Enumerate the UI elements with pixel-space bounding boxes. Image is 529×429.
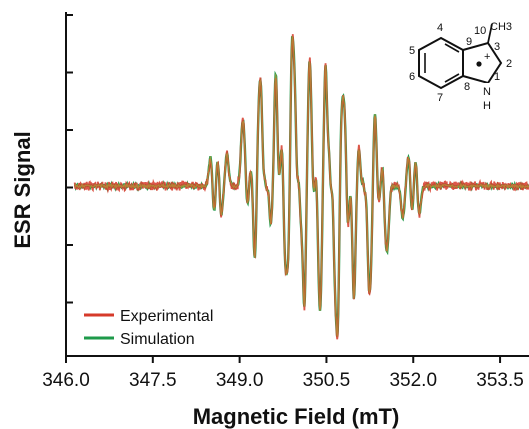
spectrum-traces: [73, 34, 529, 340]
x-tick-label: 350.5: [303, 370, 351, 391]
legend-label-simulation: Simulation: [120, 331, 195, 348]
atom-number-6: 6: [409, 71, 415, 83]
x-tick-label: 352.0: [389, 370, 437, 391]
atom-number-5: 5: [409, 45, 415, 57]
charge-label: +: [484, 51, 490, 63]
nitrogen-label: N: [483, 86, 491, 98]
x-tick-label: 349.0: [216, 370, 264, 391]
atom-number-3: 3: [494, 41, 500, 53]
x-axis-title: Magnetic Field (mT): [193, 404, 400, 429]
atom-number-7: 7: [437, 92, 443, 104]
pyrrole-ring: [462, 41, 503, 85]
atom-number-1: 1: [494, 71, 500, 83]
radical-dot: [476, 61, 482, 67]
atom-number-4: 4: [437, 22, 443, 34]
x-tick-label: 347.5: [129, 370, 177, 391]
legend: Experimental Simulation: [84, 308, 213, 348]
x-tick-label: 353.5: [476, 370, 524, 391]
hydrogen-label: H: [483, 100, 491, 112]
atom-number-9: 9: [466, 36, 472, 48]
atom-number-8: 8: [464, 81, 470, 93]
molecule-structure: [418, 23, 503, 90]
y-ticks: [66, 14, 73, 304]
x-ticks: 346.0 347.5 349.0 350.5 352.0 353.5: [42, 356, 524, 391]
methyl-label: CH3: [490, 21, 512, 33]
x-tick-label: 346.0: [42, 370, 90, 391]
atom-number-2: 2: [506, 58, 512, 70]
legend-label-experimental: Experimental: [120, 308, 213, 325]
series-overlap-line: [74, 36, 529, 337]
y-axis-title: ESR Signal: [10, 131, 35, 248]
atom-number-10: 10: [474, 25, 486, 37]
